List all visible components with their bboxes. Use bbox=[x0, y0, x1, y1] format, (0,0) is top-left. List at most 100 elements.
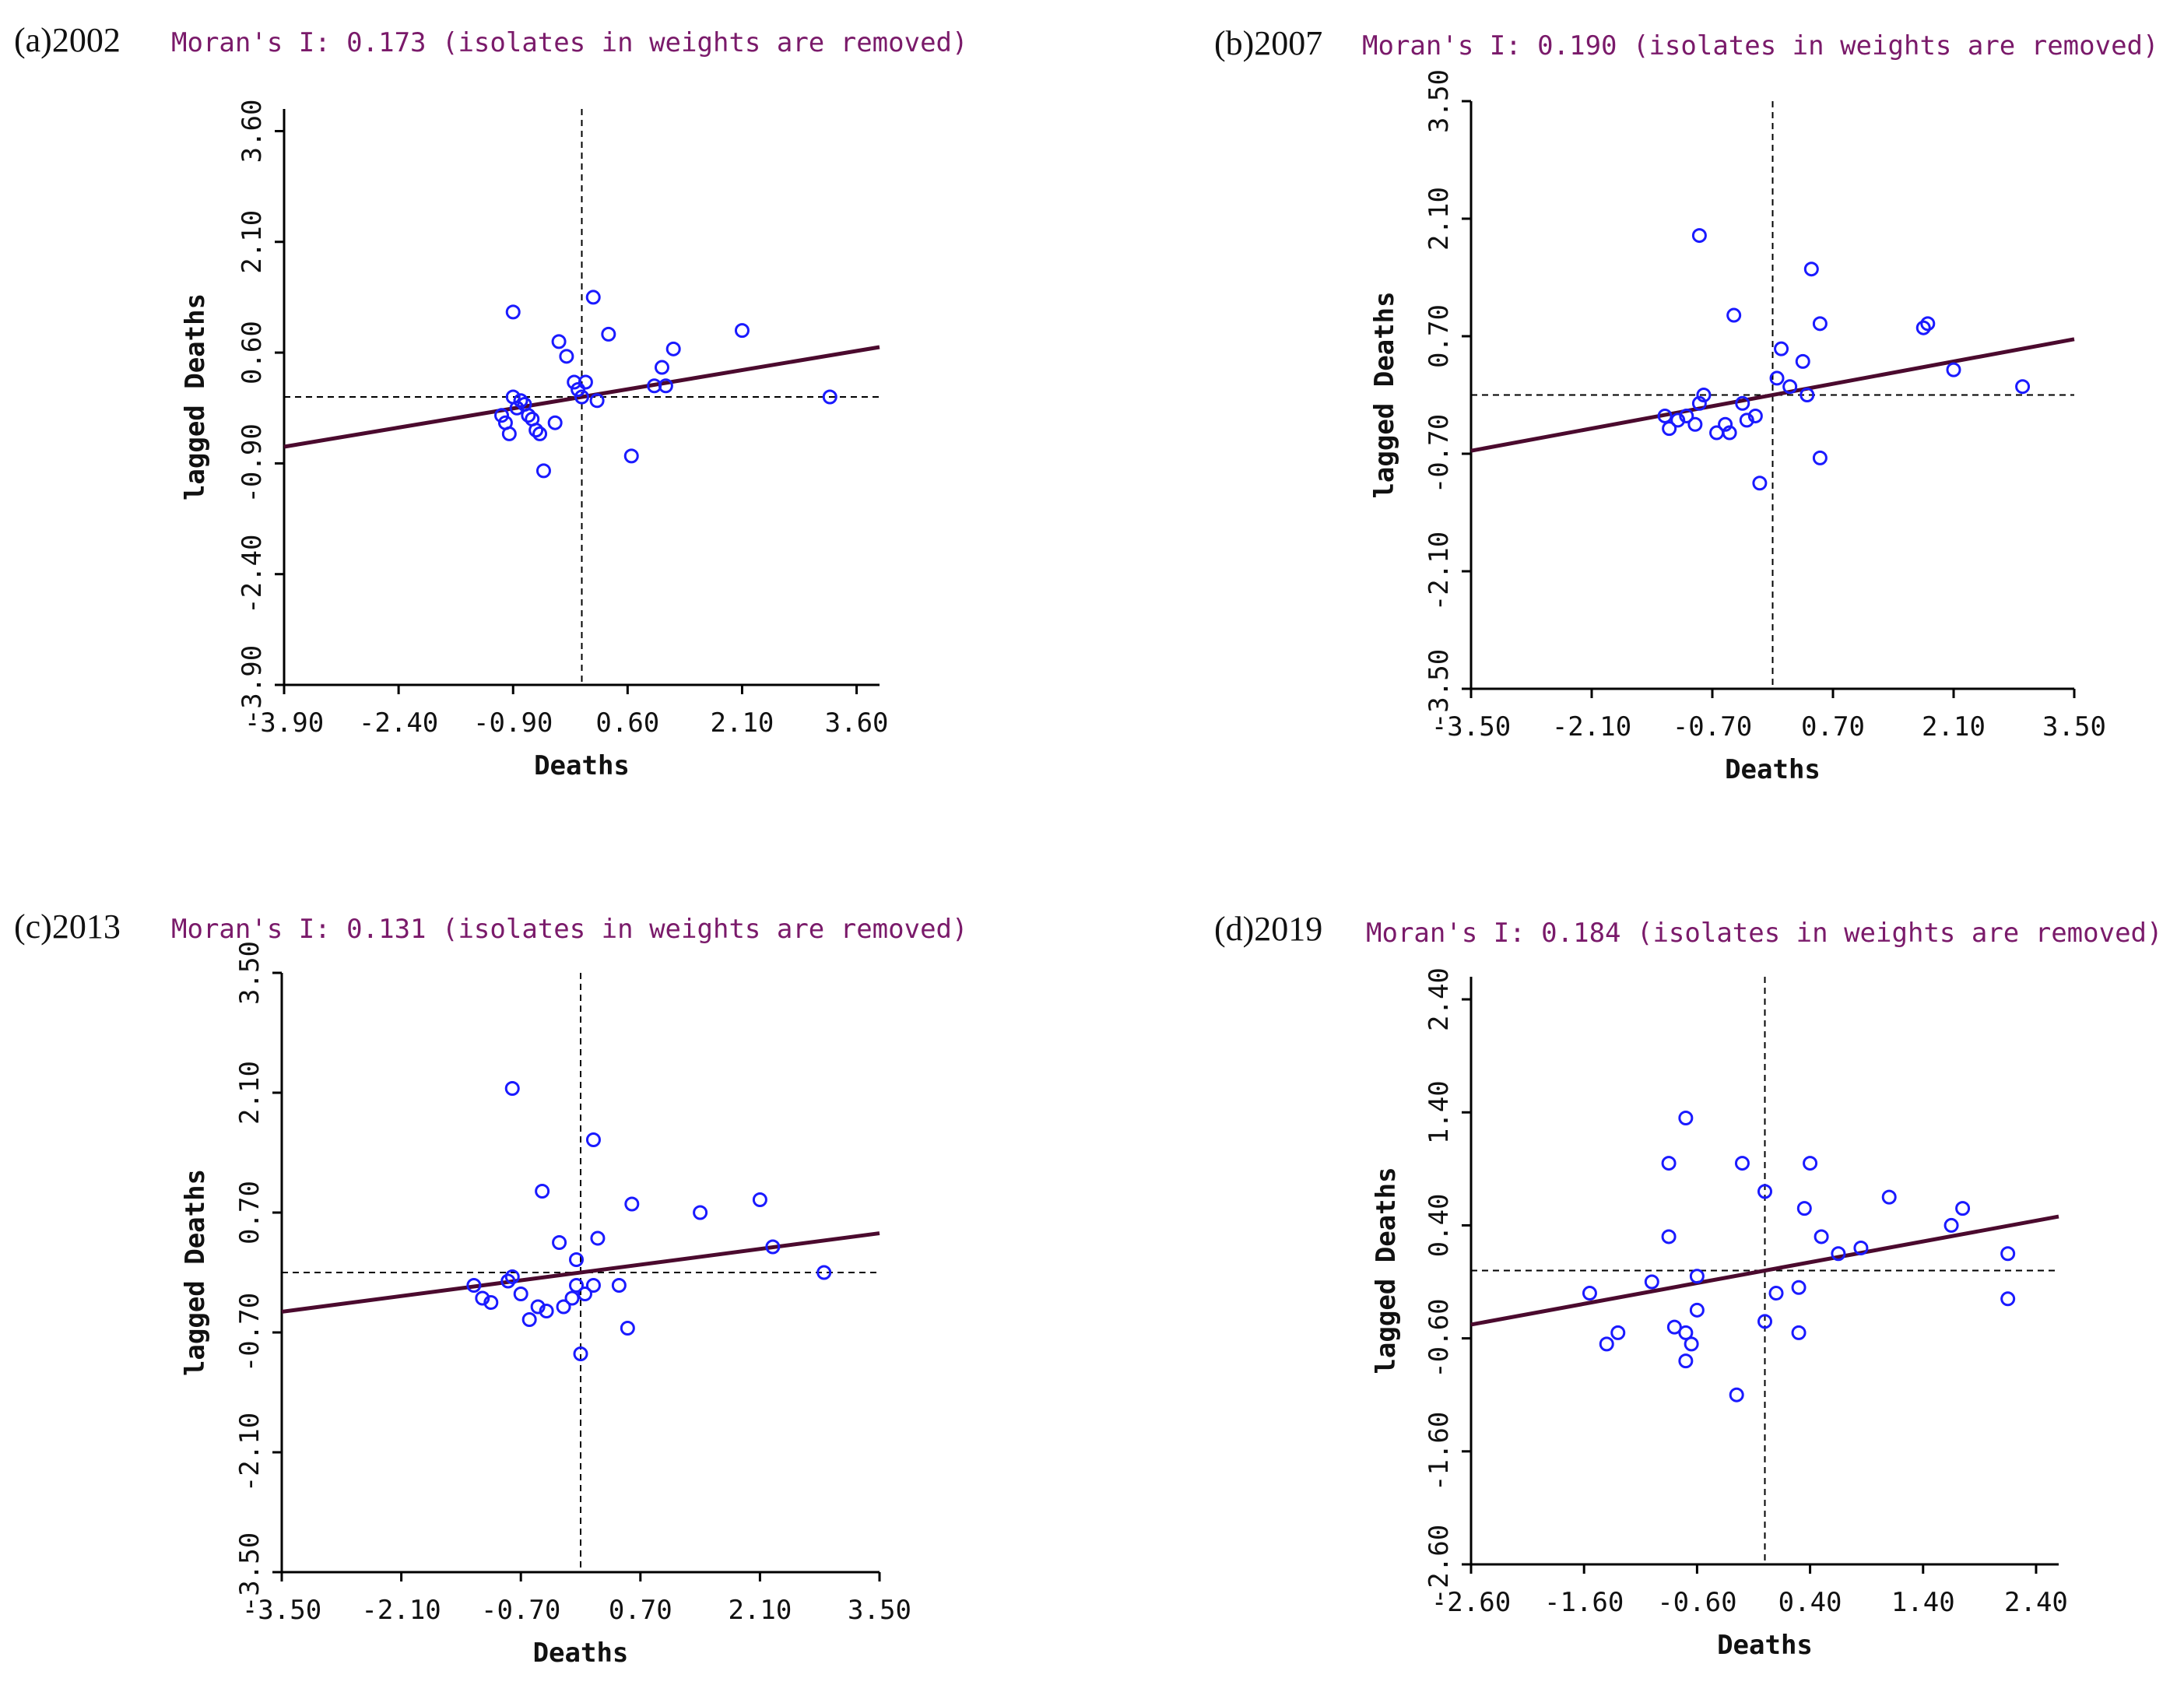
scatter-point bbox=[1684, 1336, 1699, 1352]
x-tick-label: -2.60 bbox=[1431, 1587, 1511, 1618]
y-tick-label: 0.60 bbox=[237, 321, 268, 384]
x-tick-label: 3.50 bbox=[2042, 711, 2106, 742]
scatter-point bbox=[1696, 388, 1712, 402]
y-axis-title: lagged Deaths bbox=[1369, 291, 1400, 498]
scatter-point bbox=[504, 1269, 520, 1284]
scatter-point bbox=[574, 389, 589, 405]
scatter-point bbox=[1803, 262, 1819, 277]
scatter-point bbox=[1610, 1325, 1626, 1340]
scatter-point bbox=[500, 1273, 516, 1289]
scatter-point bbox=[521, 408, 536, 423]
scatter-point bbox=[552, 1235, 567, 1250]
scatter-point bbox=[1689, 1269, 1705, 1284]
x-tick-label: -0.90 bbox=[473, 707, 553, 739]
scatter-point bbox=[513, 393, 528, 409]
scatter-point bbox=[1726, 307, 1742, 323]
y-tick-label: -3.50 bbox=[234, 1532, 265, 1612]
regression-line bbox=[1470, 337, 2075, 453]
scatter-point bbox=[1687, 416, 1703, 432]
regression-line bbox=[1470, 1214, 2059, 1327]
scatter-point bbox=[752, 1192, 767, 1207]
scatter-point bbox=[654, 360, 669, 375]
scatter-point bbox=[658, 378, 673, 394]
moran-title: Moran's I: 0.184 (isolates in weights ar… bbox=[1366, 918, 2163, 949]
y-tick-label: 1.40 bbox=[1424, 1080, 1455, 1144]
scatter-point bbox=[1757, 1314, 1772, 1329]
scatter-point bbox=[623, 448, 639, 464]
scatter-point bbox=[535, 463, 551, 479]
scatter-point bbox=[1946, 362, 1961, 377]
y-tick-label: -0.70 bbox=[234, 1293, 265, 1372]
scatter-point bbox=[1599, 1336, 1614, 1352]
panel-label: (a)2002 bbox=[14, 21, 121, 59]
chart-panel-2: (b)2007 Moran's I: 0.190 (isolates in wei… bbox=[1214, 24, 2159, 785]
y-tick-label: -2.60 bbox=[1424, 1525, 1455, 1604]
scatter-point bbox=[1678, 1353, 1694, 1369]
scatter-point bbox=[539, 1304, 554, 1318]
x-axis-title: Deaths bbox=[1717, 1630, 1813, 1661]
scatter-point bbox=[1582, 1286, 1597, 1301]
y-tick-label: 3.50 bbox=[1424, 69, 1455, 133]
y-tick-label: -3.90 bbox=[237, 645, 268, 725]
scatter-point bbox=[1661, 1156, 1677, 1171]
scatter-point bbox=[1670, 412, 1686, 428]
scatter-point bbox=[734, 323, 750, 339]
scatter-point bbox=[1782, 379, 1798, 395]
y-tick-label: 2.10 bbox=[234, 1061, 265, 1125]
scatter-point bbox=[822, 389, 837, 405]
scatter-point bbox=[573, 1346, 588, 1361]
scatter-point bbox=[1769, 370, 1785, 386]
scatter-point bbox=[569, 1278, 585, 1293]
y-axis-title: lagged Deaths bbox=[180, 293, 211, 500]
y-tick-label: -1.60 bbox=[1424, 1412, 1455, 1491]
scatter-point bbox=[1661, 1229, 1677, 1244]
y-tick-label: -0.90 bbox=[237, 423, 268, 503]
scatter-point bbox=[1831, 1246, 1846, 1262]
scatter-point bbox=[611, 1278, 627, 1293]
scatter-point bbox=[1689, 1302, 1705, 1318]
y-tick-label: -0.70 bbox=[1424, 414, 1455, 493]
scatter-point bbox=[1795, 353, 1810, 369]
y-tick-label: -0.60 bbox=[1424, 1298, 1455, 1378]
scatter-point bbox=[590, 1230, 606, 1246]
scatter-point bbox=[551, 334, 567, 349]
scatter-point bbox=[1734, 1156, 1750, 1171]
scatter-point bbox=[1662, 421, 1677, 437]
y-tick-label: -2.40 bbox=[237, 535, 268, 614]
chart-panel-4: (d)2019 Moran's I: 0.184 (isolates in wei… bbox=[1214, 910, 2163, 1661]
scatter-point bbox=[1791, 1280, 1807, 1295]
y-tick-label: 2.10 bbox=[237, 210, 268, 274]
scatter-point bbox=[1814, 1229, 1829, 1244]
scatter-point bbox=[466, 1278, 482, 1293]
scatter-point bbox=[1796, 1201, 1812, 1216]
y-tick-label: 0.40 bbox=[1424, 1193, 1455, 1257]
x-tick-label: -0.60 bbox=[1657, 1587, 1736, 1618]
scatter-point bbox=[1915, 320, 1931, 335]
x-tick-label: 0.70 bbox=[1801, 711, 1865, 742]
scatter-point bbox=[513, 1287, 528, 1301]
scatter-point bbox=[501, 426, 517, 441]
x-tick-label: -3.50 bbox=[1431, 711, 1511, 742]
panel-label: (b)2007 bbox=[1214, 24, 1322, 62]
scatter-point bbox=[532, 426, 548, 441]
x-tick-label: 2.10 bbox=[1922, 711, 1986, 742]
x-tick-label: 3.60 bbox=[825, 707, 889, 739]
scatter-point bbox=[483, 1295, 499, 1310]
scatter-point bbox=[1853, 1240, 1869, 1255]
scatter-point bbox=[1812, 316, 1828, 332]
y-tick-label: 0.70 bbox=[234, 1181, 265, 1244]
x-axis-title: Deaths bbox=[533, 1638, 629, 1669]
scatter-point bbox=[585, 290, 601, 305]
scatter-point bbox=[1722, 425, 1737, 441]
scatter-point bbox=[564, 1290, 580, 1306]
x-tick-label: 0.40 bbox=[1778, 1587, 1842, 1618]
moran-title: Moran's I: 0.190 (isolates in weights ar… bbox=[1362, 30, 2159, 61]
y-tick-label: 3.50 bbox=[234, 941, 265, 1005]
scatter-point bbox=[665, 341, 681, 356]
scatter-point bbox=[1803, 1156, 1818, 1171]
x-tick-label: 2.10 bbox=[711, 707, 774, 739]
x-tick-label: 3.50 bbox=[848, 1595, 911, 1626]
scatter-point bbox=[530, 1299, 546, 1315]
scatter-point bbox=[505, 304, 521, 320]
x-tick-label: -0.70 bbox=[481, 1595, 560, 1626]
